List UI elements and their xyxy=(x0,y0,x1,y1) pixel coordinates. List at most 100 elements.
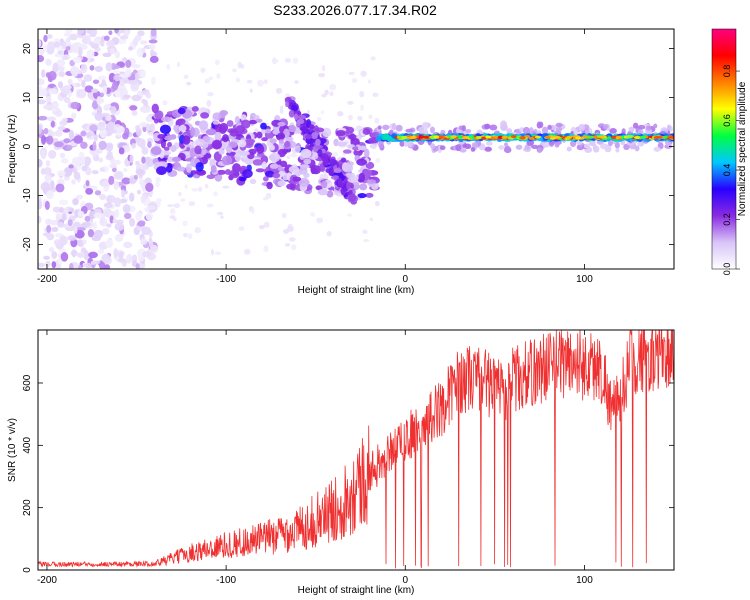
spectrogram-cell xyxy=(78,264,83,269)
spectrogram-cell xyxy=(246,79,253,84)
spectrogram-cell xyxy=(395,124,403,132)
spectrogram-cell xyxy=(322,127,332,138)
spectrogram-cell xyxy=(114,50,121,59)
spectrogram-cell xyxy=(531,144,539,149)
spectrogram-cell xyxy=(615,148,620,153)
spectrogram-cell xyxy=(269,152,281,163)
spectrogram-cell xyxy=(148,205,156,210)
spectrogram-cell xyxy=(285,93,291,97)
spectrogram-cell xyxy=(46,41,56,52)
spectrogram-cell xyxy=(117,258,127,263)
spectrogram-cell xyxy=(468,135,475,139)
spectrogram-cell xyxy=(38,158,43,168)
spectrogram-cell xyxy=(58,199,69,205)
spectrogram-cell xyxy=(257,79,264,87)
spectrogram-cell xyxy=(254,128,259,134)
spectrogram-cell xyxy=(353,148,363,157)
spectrogram-cell xyxy=(357,145,367,151)
spectrogram-cell xyxy=(129,154,134,164)
spectrogram-cell xyxy=(261,137,269,142)
spectrogram-cell xyxy=(145,182,154,192)
spectrogram-cell xyxy=(129,105,138,111)
spectrogram-cell xyxy=(541,126,549,135)
spectrogram-cell xyxy=(360,104,364,111)
spectrogram-cell xyxy=(377,125,382,130)
spectrogram-cell xyxy=(67,219,73,226)
spectrogram-cell xyxy=(207,91,214,97)
spectrogram-cell xyxy=(628,126,635,133)
spectrogram-cell xyxy=(378,140,384,149)
spectrogram-frame xyxy=(37,28,675,270)
spectrogram-cell xyxy=(123,241,133,249)
spectrogram-cell xyxy=(317,188,328,196)
spectrogram-cell xyxy=(128,46,133,51)
spectrogram-cell xyxy=(176,166,186,172)
spectrogram-cell xyxy=(320,180,328,189)
spectrogram-cell xyxy=(105,40,116,47)
spectrogram-cell xyxy=(303,158,312,165)
spectrogram-cell xyxy=(504,145,511,153)
spectrogram-cell xyxy=(450,135,457,139)
spectrogram-cell xyxy=(438,135,445,139)
spectrogram-cell xyxy=(284,57,291,63)
spectrogram-cell xyxy=(74,230,85,239)
y-tick-label: 20 xyxy=(22,43,33,55)
spectrogram-cell xyxy=(131,94,142,102)
spectrogram-cell xyxy=(216,73,221,79)
spectrogram-cell xyxy=(219,215,224,219)
spectrogram-cell xyxy=(213,191,218,197)
spectrogram-cell xyxy=(146,123,151,133)
spectrogram-cell xyxy=(191,187,199,192)
spectrogram-cell xyxy=(107,121,115,131)
spectrogram-cell xyxy=(48,149,57,159)
spectrogram-cell xyxy=(57,125,66,131)
spectrogram-cell xyxy=(433,135,440,139)
spectrogram-cell xyxy=(111,65,121,70)
spectrogram-cell xyxy=(277,121,286,127)
spectrogram-cell xyxy=(131,143,137,149)
spectrogram-cell xyxy=(329,84,337,91)
spectrogram-cell xyxy=(91,88,99,93)
spectrogram-cell xyxy=(45,34,53,39)
spectrogram-cell xyxy=(151,76,156,86)
spectrogram-cell xyxy=(132,37,139,47)
spectrogram-cell xyxy=(347,177,358,183)
spectrogram-cell xyxy=(351,78,358,83)
spectrogram-cell xyxy=(362,229,368,234)
spectrogram-cell xyxy=(202,141,209,148)
spectrogram-cell xyxy=(46,116,57,122)
spectrogram-cell xyxy=(357,116,363,121)
spectrogram-cell xyxy=(365,192,374,198)
spectrogram-cell xyxy=(148,39,158,44)
spectrogram-cell xyxy=(292,57,299,64)
spectrogram-cell xyxy=(391,122,397,131)
spectrogram-cell xyxy=(555,122,563,128)
spectrogram-cell xyxy=(86,132,92,138)
spectrogram-cell xyxy=(195,138,205,147)
spectrogram-cell xyxy=(294,80,299,84)
spectrogram-cell xyxy=(124,68,132,78)
spectrogram-cell xyxy=(61,212,67,221)
spectrogram-cell xyxy=(141,156,146,164)
spectrogram-cell xyxy=(140,195,146,204)
spectrogram-cell xyxy=(90,260,97,265)
spectrogram-cell xyxy=(93,185,98,191)
spectrogram-cell xyxy=(286,155,291,160)
spectrogram-cell xyxy=(204,78,210,84)
spectrogram-cell xyxy=(214,251,222,255)
spectrogram-cell xyxy=(145,158,155,168)
spectrogram-cell xyxy=(251,207,255,214)
spectrogram-cell xyxy=(98,140,107,151)
spectrogram-cell xyxy=(114,170,124,180)
spectrogram-cell xyxy=(43,127,49,135)
spectrogram-cell xyxy=(57,66,65,71)
x-tick-label: -100 xyxy=(216,274,236,285)
spectrogram-cell xyxy=(277,148,286,158)
spectrogram-cell xyxy=(61,85,71,95)
spectrogram-cell xyxy=(489,124,498,131)
spectrogram-cell xyxy=(475,135,482,139)
spectrogram-cell xyxy=(470,146,476,152)
spectrogram-cell xyxy=(205,128,217,136)
spectrogram-cell xyxy=(55,212,61,222)
